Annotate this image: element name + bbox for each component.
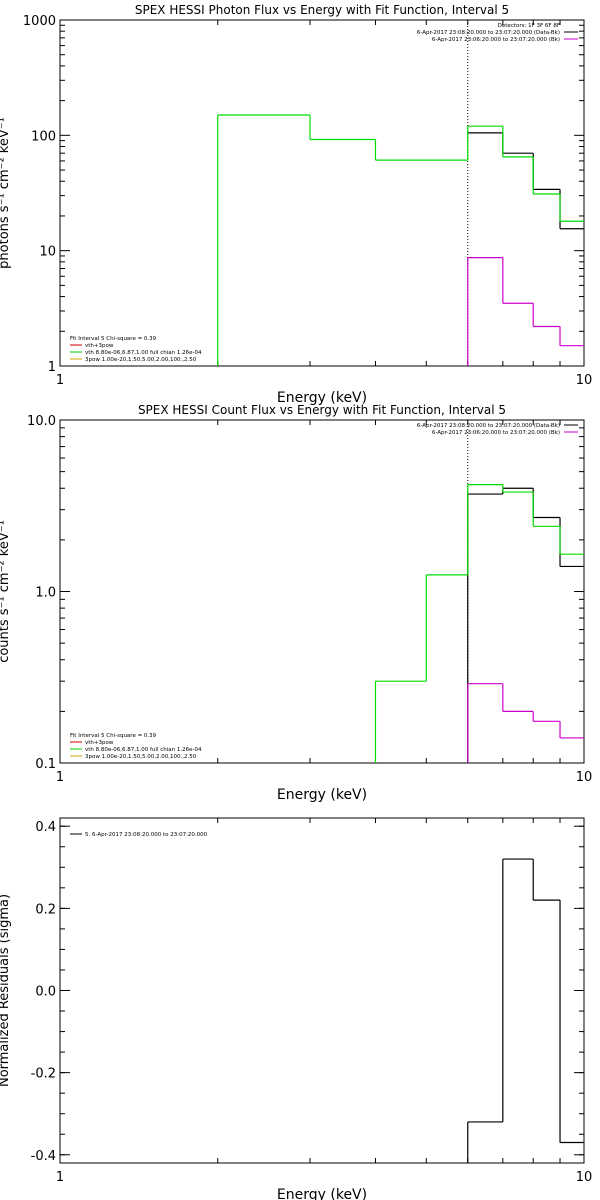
legend-entry: vth 8.80e-06,6.87,1.00 full chian 1.26e-… bbox=[85, 747, 202, 753]
x-tick-label: 10 bbox=[576, 373, 593, 388]
legend-left: Fit Interval 5 Chi-square = 0.39vth+3pow… bbox=[70, 733, 202, 760]
legend-entry: 6-Apr-2017 23:06:20.000 to 23:07:20.000 … bbox=[432, 430, 560, 436]
series-2 bbox=[217, 114, 584, 366]
chart-title: SPEX HESSI Photon Flux vs Energy with Fi… bbox=[135, 3, 509, 17]
y-ticks: 1 10 100 1000 bbox=[23, 14, 584, 375]
panel-1: SPEX HESSI Photon Flux vs Energy with Fi… bbox=[0, 3, 592, 406]
series-3 bbox=[467, 683, 584, 763]
legend-entry: Fit Interval 5 Chi-square = 0.39 bbox=[70, 336, 157, 342]
legend-entry: vth 8.80e-06,6.87,1.00 full chian 1.26e-… bbox=[85, 350, 202, 356]
y-tick-label: -0.2 bbox=[31, 1067, 56, 1082]
y-ticks: 0.1 1.0 10.0 bbox=[27, 414, 584, 772]
legend-entry: Fit Interval 5 Chi-square = 0.39 bbox=[70, 733, 157, 739]
legend-left: Fit Interval 5 Chi-square = 0.39vth+3pow… bbox=[70, 336, 202, 363]
legend-entry: 3pow 1.00e-20,1.50,5.00,2.00,100.,2.50 bbox=[85, 357, 197, 363]
y-axis-label: counts s⁻¹ cm⁻² keV⁻¹ bbox=[0, 520, 12, 663]
series-1 bbox=[467, 132, 584, 230]
y-tick-label: 0.1 bbox=[35, 757, 56, 772]
y-tick-label: 1 bbox=[48, 360, 56, 375]
x-tick-label: 1 bbox=[56, 1170, 64, 1185]
legend-top-left: 5. 6-Apr-2017 23:08:20.000 to 23:07:20.0… bbox=[70, 832, 208, 838]
chart-title: SPEX HESSI Count Flux vs Energy with Fit… bbox=[138, 403, 506, 417]
x-tick-label: 10 bbox=[576, 770, 593, 785]
x-tick-label: 1 bbox=[56, 373, 64, 388]
series-1 bbox=[467, 487, 584, 763]
legend-right: Detectors: 1F 3F 6F 8F6-Apr-2017 23:08:2… bbox=[417, 23, 578, 43]
x-tick-label: 10 bbox=[576, 1170, 593, 1185]
legend-entry: 5. 6-Apr-2017 23:08:20.000 to 23:07:20.0… bbox=[85, 832, 208, 838]
legend-entry: vth+3pow bbox=[85, 343, 114, 349]
legend-right: 6-Apr-2017 23:08:20.000 to 23:07:20.000 … bbox=[417, 423, 578, 436]
y-ticks: -0.4 -0.2 0.0 0.2 0.4 bbox=[31, 820, 584, 1164]
x-axis-label: Energy (keV) bbox=[277, 390, 367, 406]
plot-frame bbox=[59, 19, 585, 367]
y-tick-label: 1000 bbox=[23, 14, 56, 29]
x-ticks: 1 10 bbox=[56, 20, 592, 388]
plot-frame bbox=[59, 817, 585, 1164]
legend-entry: 6-Apr-2017 23:08:20.000 to 23:07:20.000 … bbox=[417, 423, 560, 429]
y-tick-label: 10.0 bbox=[27, 414, 56, 429]
x-axis-label: Energy (keV) bbox=[277, 1187, 367, 1200]
y-tick-label: 0.2 bbox=[35, 902, 56, 917]
legend-entry: 6-Apr-2017 23:08:20.000 to 23:07:20.000 … bbox=[417, 30, 560, 36]
y-axis-label: photons s⁻¹ cm⁻² keV⁻¹ bbox=[0, 117, 12, 269]
x-ticks: 1 10 bbox=[56, 420, 592, 785]
x-tick-label: 1 bbox=[56, 770, 64, 785]
y-tick-label: -0.4 bbox=[31, 1149, 56, 1164]
y-tick-label: 10 bbox=[39, 245, 56, 260]
series-3 bbox=[467, 257, 584, 366]
series-2 bbox=[374, 484, 584, 763]
legend-entry: 3pow 1.00e-20,1.50,5.00,2.00,100.,2.50 bbox=[85, 754, 197, 760]
series-1 bbox=[467, 858, 584, 1163]
legend-entry: vth+3pow bbox=[85, 740, 114, 746]
legend-entry: Detectors: 1F 3F 6F 8F bbox=[498, 23, 560, 29]
y-axis-label: Normalized Residuals (sigma) bbox=[0, 894, 12, 1087]
panel-3: 1 10 Energy (keV) -0.4 -0.2 0.0 0.2 0.4 Normaliz… bbox=[0, 817, 592, 1200]
panel-2: SPEX HESSI Count Flux vs Energy with Fit… bbox=[0, 403, 592, 803]
x-axis-label: Energy (keV) bbox=[277, 787, 367, 803]
x-ticks: 1 10 bbox=[56, 818, 592, 1185]
legend-entry: 6-Apr-2017 23:06:20.000 to 23:07:20.000 … bbox=[432, 37, 560, 43]
y-tick-label: 1.0 bbox=[35, 586, 56, 601]
y-tick-label: 100 bbox=[31, 129, 56, 144]
y-tick-label: 0.4 bbox=[35, 820, 56, 835]
y-tick-label: 0.0 bbox=[35, 985, 56, 1000]
